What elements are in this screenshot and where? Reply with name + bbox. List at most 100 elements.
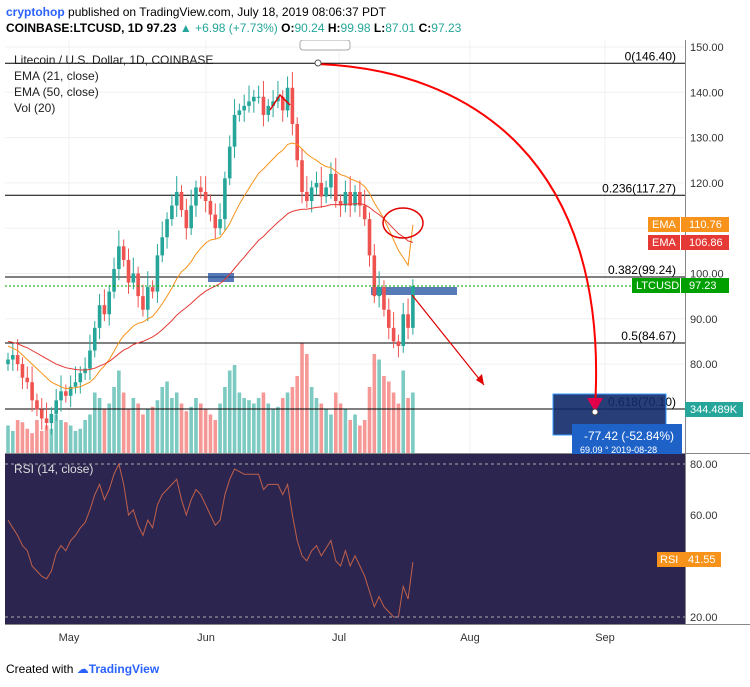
author-name[interactable]: cryptohop <box>6 5 65 19</box>
candle-body <box>232 114 237 147</box>
rsi-tick-label: 80.00 <box>690 459 718 471</box>
down-arrow-head <box>476 374 484 385</box>
candle-body <box>391 327 396 342</box>
volume-bar <box>314 398 319 453</box>
price-badges: EMA 110.76 EMA 106.86 LTCUSD 97.23 344.4… <box>632 217 743 567</box>
legend-ema50: EMA (50, close) <box>14 85 99 99</box>
candle-body <box>97 305 102 328</box>
candle-body <box>362 205 367 220</box>
time-tick-label: Sep <box>595 632 615 644</box>
volume-bar <box>78 428 83 453</box>
price-tick-label: 140.00 <box>690 87 724 99</box>
rsi-badge-value: 41.55 <box>688 554 716 566</box>
volume-bar <box>319 403 324 453</box>
candle-body <box>165 219 169 238</box>
candle-body <box>353 191 357 206</box>
measure-line-2: 69.09 ° 2019-08-28 <box>580 445 657 455</box>
time-tick-label: Aug <box>460 632 480 644</box>
volume-bar <box>367 387 372 453</box>
candle-body <box>324 187 328 197</box>
header-line-2: COINBASE:LTCUSD, 1D 97.23 ▲ +6.98 (+7.73… <box>6 20 461 36</box>
volume-bar <box>329 414 333 453</box>
legend-rsi: RSI (14, close) <box>14 462 93 476</box>
high-value: 99.98 <box>340 21 371 35</box>
close-label: C: <box>418 21 432 35</box>
volume-bar <box>97 398 102 453</box>
volume-bar <box>170 398 174 453</box>
volume-bar <box>145 409 150 453</box>
fib-label: 0(146.40) <box>625 49 676 63</box>
rsi-gridlines <box>5 463 685 618</box>
peak-mark <box>269 93 291 111</box>
volume-bar <box>227 370 232 453</box>
volume-bar <box>136 403 140 453</box>
candle-body <box>44 418 49 423</box>
volume-bar <box>261 392 266 453</box>
volume-bar <box>285 392 290 453</box>
candle-body <box>256 96 261 98</box>
candle-body <box>396 341 401 346</box>
volume-bar <box>208 414 213 453</box>
candle-body <box>237 110 242 115</box>
candle-body <box>35 400 39 410</box>
volume-bar <box>300 343 304 453</box>
ltc-badge-value: 97.23 <box>689 280 717 292</box>
rsi-badge-label: RSI <box>660 554 678 566</box>
candle-body <box>92 327 97 351</box>
up-triangle-icon: ▲ <box>179 21 192 35</box>
volume-bar <box>396 403 401 453</box>
down-arrow-line <box>411 294 485 386</box>
volume-bar <box>271 409 275 453</box>
candle-body <box>309 187 314 202</box>
volume-bar <box>11 431 15 453</box>
candle-body <box>242 105 246 111</box>
candle-body <box>280 96 285 111</box>
legend-title: Litecoin / U.S. Dollar, 1D, COINBASE <box>14 53 213 67</box>
chart-canvas[interactable]: 0(146.40) 0.236(117.27) 0.382(99.24) 0.5(84… <box>0 40 750 653</box>
fib-label: 0.382(99.24) <box>608 263 676 277</box>
candle-body <box>372 255 377 297</box>
candle-body <box>15 355 20 365</box>
volume-bar <box>20 422 25 453</box>
candle-body <box>59 391 63 401</box>
volume-bar <box>189 406 193 453</box>
header-line-1: cryptohop published on TradingView.com, … <box>6 4 461 20</box>
ema50-badge-label: EMA <box>652 237 677 249</box>
open-value: 90.24 <box>294 21 325 35</box>
volume-bar <box>73 431 78 453</box>
open-label: O: <box>281 21 295 35</box>
volume-bar <box>6 425 10 453</box>
volume-bar <box>343 409 348 453</box>
volume-bar <box>203 409 208 453</box>
ema21-line <box>7 142 414 390</box>
volume-bar <box>372 354 377 453</box>
volume-bar <box>150 406 155 453</box>
volume-bar <box>290 387 295 453</box>
candle-body <box>141 296 145 310</box>
candle-body <box>150 287 155 292</box>
candle-body <box>155 255 160 292</box>
ltc-badge <box>632 278 680 293</box>
candle-body <box>88 350 92 369</box>
volume-bar <box>237 392 242 453</box>
time-tick-label: Jun <box>197 632 215 644</box>
curve-arrow-head <box>587 398 603 412</box>
candle-body <box>343 191 348 206</box>
footer-brand[interactable]: TradingView <box>88 662 160 676</box>
curve-arrow <box>317 63 598 409</box>
ema21-badge-label: EMA <box>652 219 677 231</box>
candle-body <box>49 413 54 423</box>
volume-bar <box>49 428 54 453</box>
price-pane <box>5 40 685 453</box>
volume-bar <box>199 403 203 453</box>
candle-body <box>223 178 227 220</box>
volume-badge <box>685 402 743 417</box>
time-tick-label: May <box>59 632 80 644</box>
volume-bar <box>276 406 280 453</box>
volume-bar <box>117 370 121 453</box>
candle-body <box>227 146 232 179</box>
candle-body <box>174 191 179 206</box>
ema50-badge-value: 106.86 <box>689 237 723 249</box>
tradingview-logo-icon: ☁ <box>76 662 89 676</box>
candle-body <box>300 160 304 192</box>
